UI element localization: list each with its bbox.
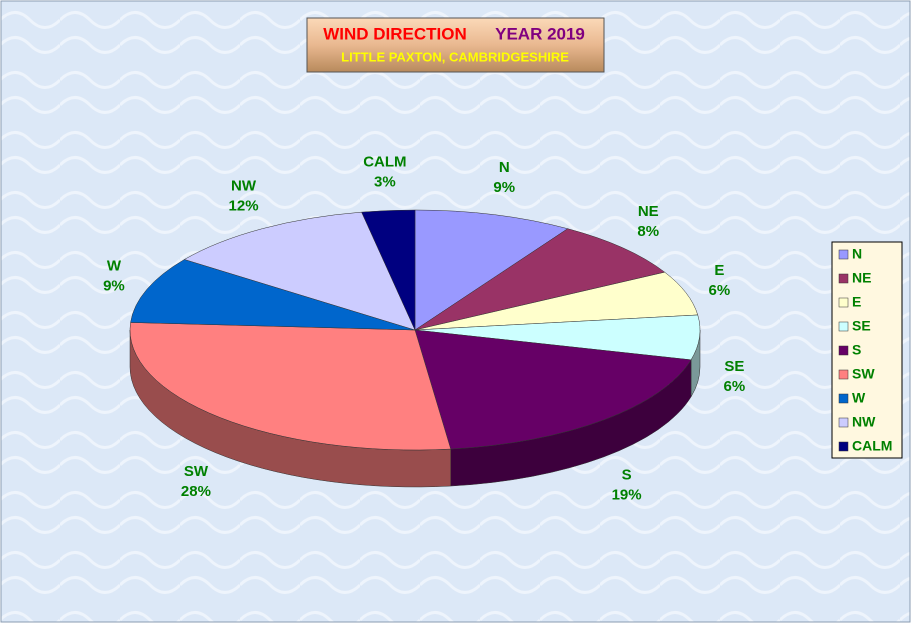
slice-value-label: 9% (103, 277, 125, 294)
slice (361, 209, 416, 331)
slice-value-label: 8% (637, 223, 659, 240)
legend-swatch (838, 321, 849, 332)
legend-swatch (838, 297, 849, 308)
slice (414, 329, 692, 450)
chart-title: YEAR 2019 (495, 24, 585, 43)
legend-label: N (852, 246, 862, 262)
legend-label: CALM (852, 438, 892, 454)
slice (183, 211, 416, 331)
legend-swatch (838, 441, 849, 452)
slice-label: S (622, 466, 632, 483)
slice-value-label: 3% (374, 174, 396, 191)
legend-label: S (852, 342, 861, 358)
legend-swatch (838, 369, 849, 380)
legend-label: E (852, 294, 861, 310)
slice-value-label: 19% (612, 486, 642, 503)
slice-value-label: 6% (724, 378, 746, 395)
slice-value-label: 6% (708, 282, 730, 299)
slice-value-label: 28% (181, 483, 211, 500)
slice-label: W (107, 257, 122, 274)
slice-label: SE (724, 358, 744, 375)
legend-swatch (838, 249, 849, 260)
legend-label: NW (852, 414, 876, 430)
legend-label: W (852, 390, 866, 406)
legend-label: NE (852, 270, 871, 286)
slice-label: NE (638, 203, 659, 220)
slice-value-label: 12% (229, 198, 259, 215)
slice (414, 209, 569, 331)
legend-label: SE (852, 318, 871, 334)
slice-label: N (499, 159, 510, 176)
slice-label: NW (231, 178, 257, 195)
chart-title: WIND DIRECTION (323, 24, 467, 43)
chart-subtitle: LITTLE PAXTON, CAMBRIDGESHIRE (341, 49, 569, 64)
slice (414, 228, 666, 331)
title-box (306, 17, 605, 73)
slice-label: E (714, 262, 724, 279)
legend-swatch (838, 417, 849, 428)
legend-swatch (838, 393, 849, 404)
legend-swatch (838, 345, 849, 356)
legend-swatch (838, 273, 849, 284)
slice-label: SW (184, 463, 209, 480)
legend-label: SW (852, 366, 875, 382)
slice (129, 322, 452, 451)
slice-value-label: 9% (493, 179, 515, 196)
slice (130, 259, 416, 331)
slice-label: CALM (363, 154, 406, 171)
